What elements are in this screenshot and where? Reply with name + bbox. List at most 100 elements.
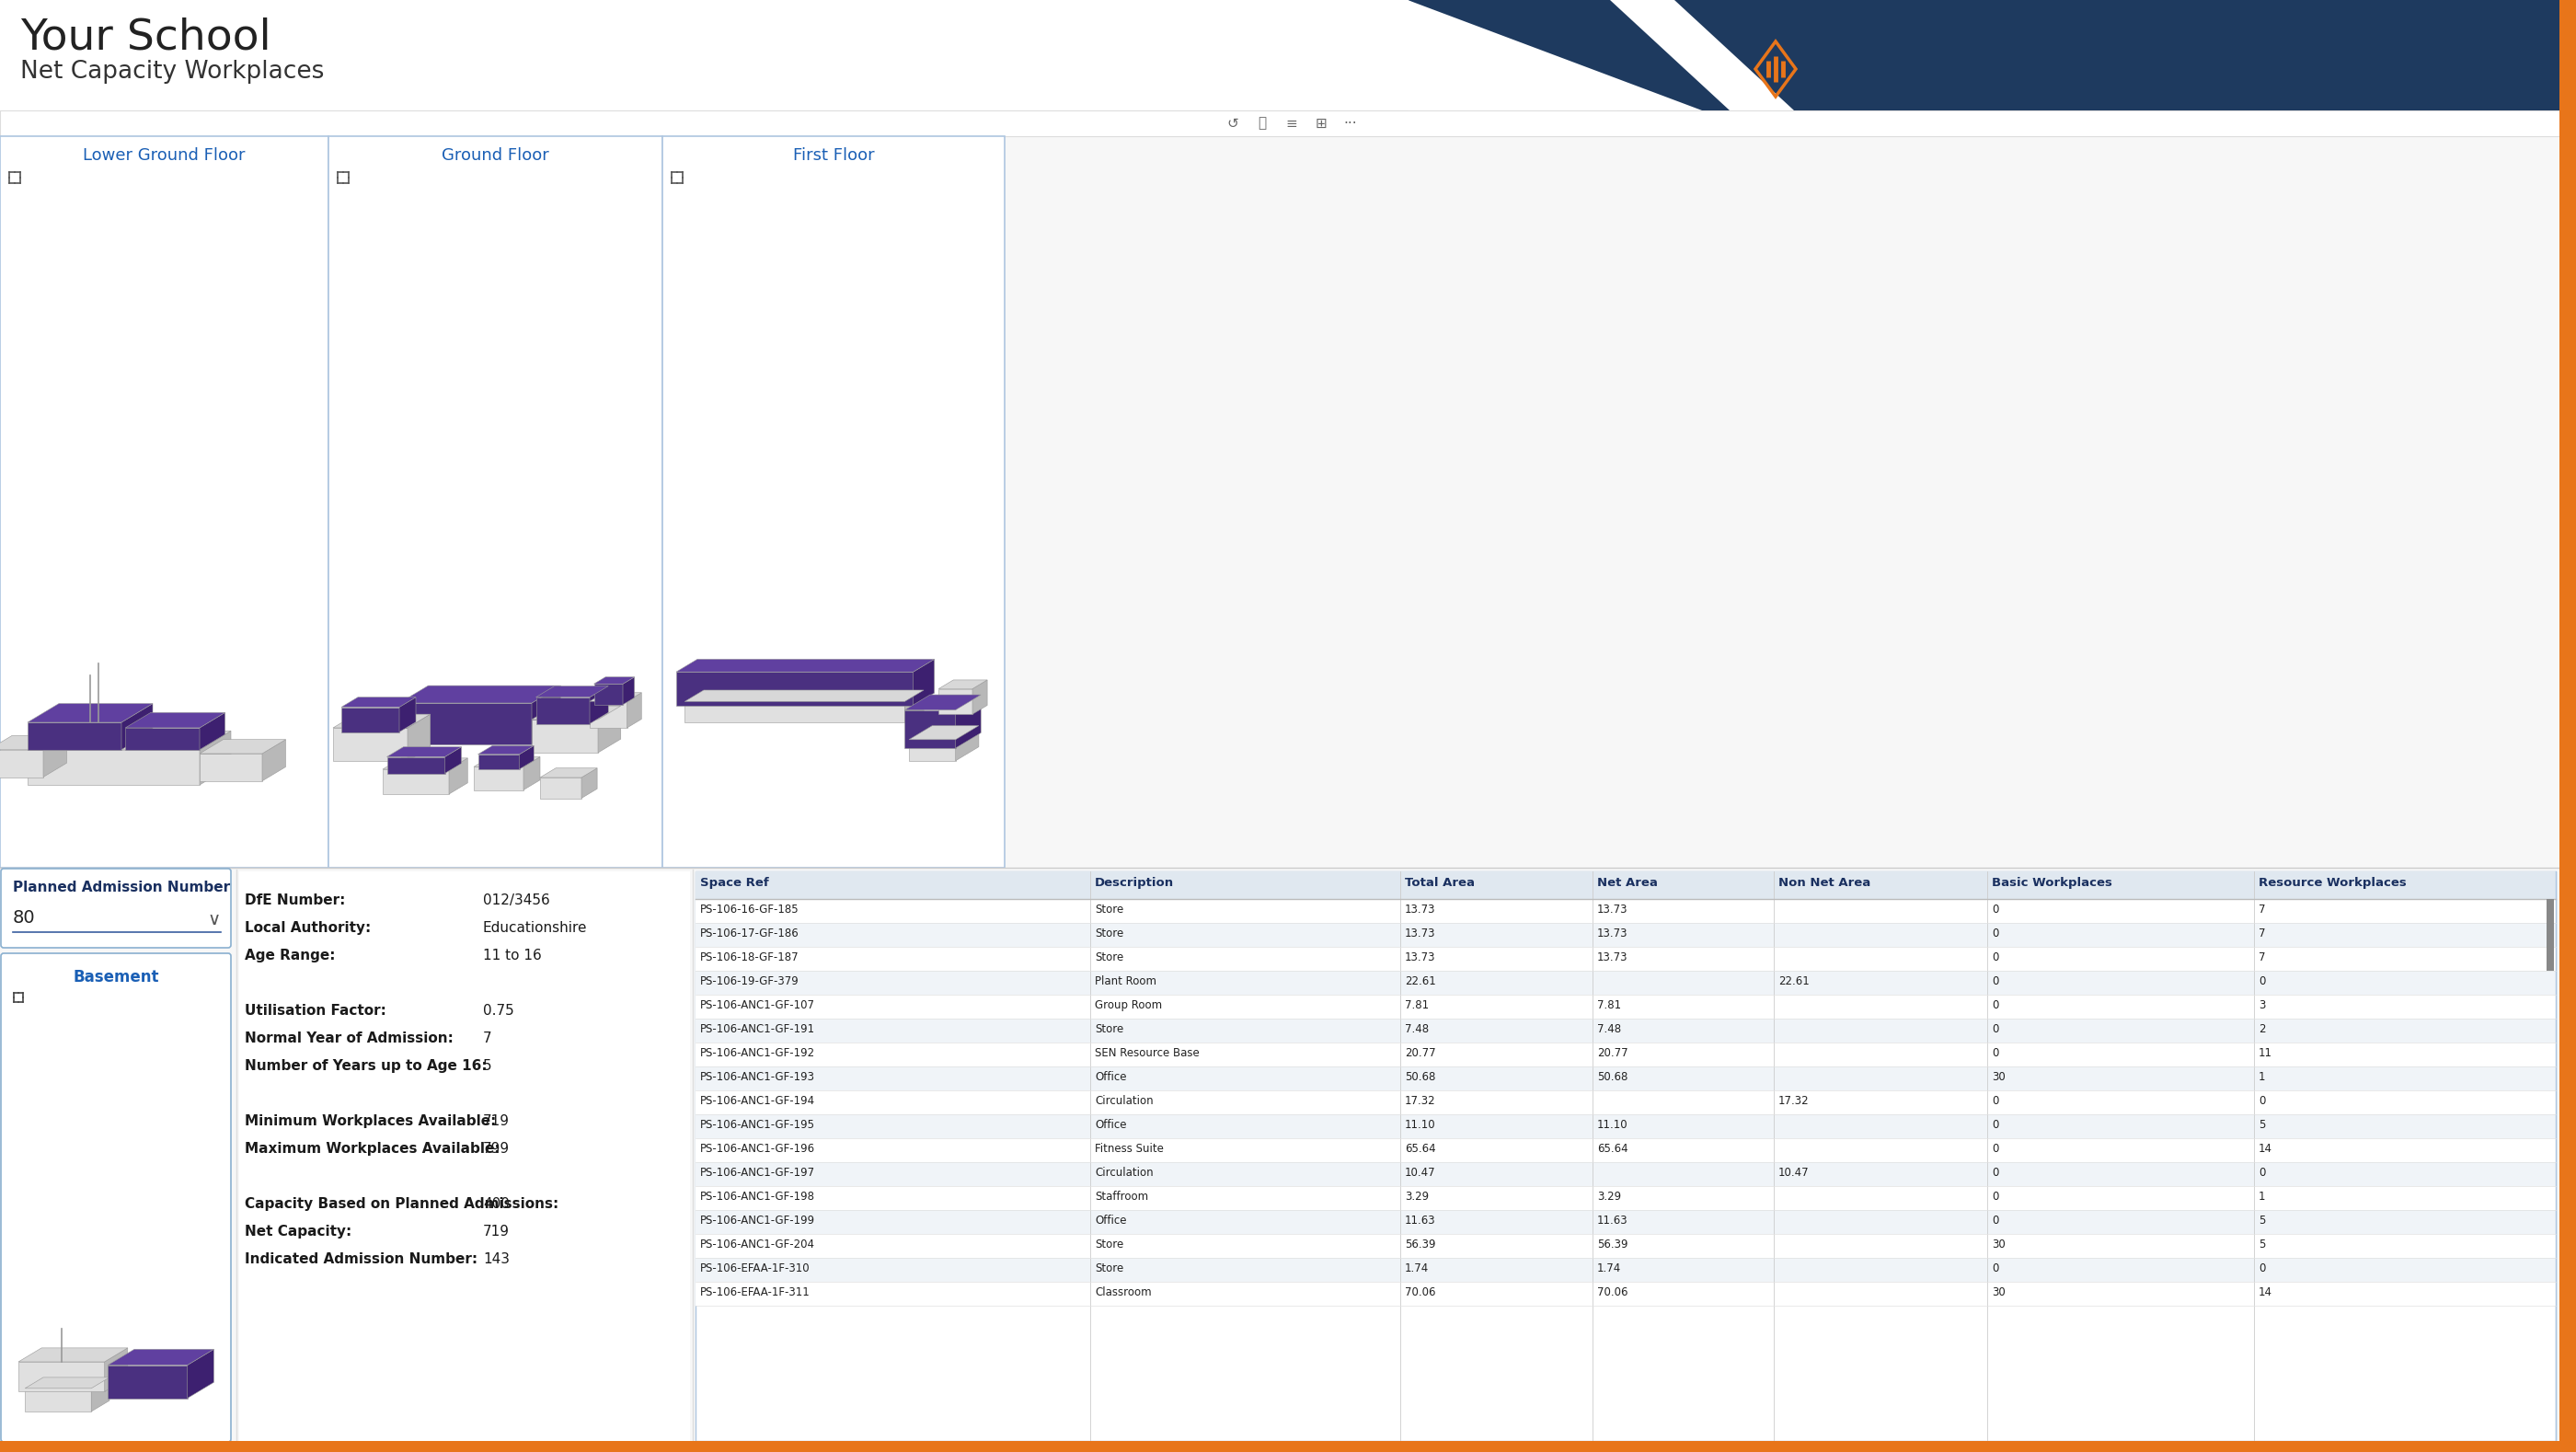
Text: 0: 0 [1991, 976, 1999, 987]
Text: ⎘: ⎘ [1257, 116, 1267, 131]
Text: PS-106-ANC1-GF-199: PS-106-ANC1-GF-199 [701, 1215, 814, 1227]
Polygon shape [384, 770, 448, 794]
Text: 0: 0 [2259, 1167, 2264, 1179]
Text: Indicated Admission Number:: Indicated Admission Number: [245, 1252, 477, 1266]
Text: Description: Description [1095, 877, 1175, 889]
Text: Basic Workplaces: Basic Workplaces [1991, 877, 2112, 889]
Text: 7: 7 [2259, 951, 2264, 963]
Text: 11: 11 [2259, 1047, 2272, 1059]
Text: Circulation: Circulation [1095, 1095, 1154, 1106]
Text: Classroom: Classroom [1095, 1286, 1151, 1298]
Text: 11.63: 11.63 [1597, 1215, 1628, 1227]
Text: 3.29: 3.29 [1404, 1191, 1430, 1202]
Polygon shape [108, 1349, 214, 1365]
Polygon shape [909, 739, 956, 761]
Polygon shape [904, 690, 925, 723]
Text: 7: 7 [2259, 903, 2264, 916]
Text: Normal Year of Admission:: Normal Year of Admission: [245, 1031, 453, 1045]
Text: 13.73: 13.73 [1404, 951, 1435, 963]
Text: Store: Store [1095, 1024, 1123, 1035]
Text: 0: 0 [1991, 903, 1999, 916]
Polygon shape [399, 685, 562, 703]
Polygon shape [263, 739, 286, 781]
Polygon shape [523, 756, 541, 790]
FancyBboxPatch shape [2561, 0, 2576, 1452]
Text: Planned Admission Number: Planned Admission Number [13, 880, 229, 894]
Text: Store: Store [1095, 903, 1123, 916]
Text: Net Area: Net Area [1597, 877, 1659, 889]
Text: 65.64: 65.64 [1404, 1143, 1435, 1154]
FancyBboxPatch shape [696, 871, 2555, 1440]
Text: 22.61: 22.61 [1777, 976, 1808, 987]
FancyBboxPatch shape [2548, 899, 2553, 971]
Text: 3: 3 [2259, 999, 2264, 1011]
Text: 14: 14 [2259, 1143, 2272, 1154]
Polygon shape [201, 739, 286, 754]
Polygon shape [974, 680, 987, 714]
Polygon shape [536, 697, 590, 723]
FancyBboxPatch shape [0, 0, 2576, 110]
Text: Net Capacity:: Net Capacity: [245, 1224, 353, 1239]
Text: PS-106-ANC1-GF-198: PS-106-ANC1-GF-198 [701, 1191, 814, 1202]
Polygon shape [685, 690, 925, 701]
Polygon shape [531, 720, 598, 752]
Polygon shape [18, 1347, 129, 1362]
Text: 0: 0 [1991, 1047, 1999, 1059]
Text: 11 to 16: 11 to 16 [484, 948, 541, 963]
Text: Plant Room: Plant Room [1095, 976, 1157, 987]
Text: 30: 30 [1991, 1072, 2004, 1083]
Text: 17.32: 17.32 [1777, 1095, 1808, 1106]
Polygon shape [26, 1378, 108, 1388]
Text: SEN Resource Base: SEN Resource Base [1095, 1047, 1200, 1059]
Text: PS-106-EFAA-1F-311: PS-106-EFAA-1F-311 [701, 1286, 811, 1298]
Text: PS-106-18-GF-187: PS-106-18-GF-187 [701, 951, 799, 963]
Polygon shape [188, 1349, 214, 1398]
Text: PS-106-ANC1-GF-191: PS-106-ANC1-GF-191 [701, 1024, 814, 1035]
Polygon shape [121, 704, 152, 749]
Polygon shape [675, 672, 912, 706]
FancyBboxPatch shape [0, 110, 2576, 136]
Text: 50.68: 50.68 [1597, 1072, 1628, 1083]
FancyBboxPatch shape [0, 868, 232, 948]
Text: PS-106-16-GF-185: PS-106-16-GF-185 [701, 903, 799, 916]
FancyBboxPatch shape [696, 1257, 2555, 1282]
Polygon shape [399, 703, 531, 745]
Polygon shape [44, 736, 67, 777]
Text: 7: 7 [2259, 928, 2264, 939]
Text: 7.81: 7.81 [1597, 999, 1620, 1011]
Polygon shape [126, 727, 201, 749]
Text: 0: 0 [2259, 1262, 2264, 1275]
Polygon shape [0, 736, 67, 749]
Text: 2: 2 [2259, 1024, 2264, 1035]
Text: ∨: ∨ [209, 910, 222, 928]
Polygon shape [938, 688, 974, 714]
Text: 0.75: 0.75 [484, 1003, 515, 1018]
Polygon shape [340, 707, 399, 732]
Polygon shape [407, 714, 430, 761]
Text: Office: Office [1095, 1072, 1126, 1083]
Polygon shape [536, 685, 608, 697]
Text: 0: 0 [1991, 999, 1999, 1011]
FancyBboxPatch shape [696, 1210, 2555, 1234]
Text: 5: 5 [2259, 1215, 2264, 1227]
Text: Non Net Area: Non Net Area [1777, 877, 1870, 889]
Text: 11.63: 11.63 [1404, 1215, 1435, 1227]
Text: 0: 0 [1991, 1143, 1999, 1154]
Text: School: School [1808, 46, 1937, 81]
Text: Space Ref: Space Ref [701, 877, 768, 889]
Text: PS-106-19-GF-379: PS-106-19-GF-379 [701, 976, 799, 987]
Polygon shape [474, 756, 541, 767]
Text: 1.74: 1.74 [1404, 1262, 1430, 1275]
Text: 13.73: 13.73 [1404, 928, 1435, 939]
Polygon shape [590, 693, 641, 701]
Text: 56.39: 56.39 [1597, 1239, 1628, 1250]
Text: PS-106-EFAA-1F-310: PS-106-EFAA-1F-310 [701, 1262, 811, 1275]
Text: 70.06: 70.06 [1404, 1286, 1435, 1298]
Polygon shape [595, 684, 623, 704]
Text: 1: 1 [2259, 1191, 2264, 1202]
Text: 7.48: 7.48 [1404, 1024, 1430, 1035]
Polygon shape [1406, 0, 1620, 110]
FancyBboxPatch shape [696, 947, 2555, 971]
Text: 0: 0 [1991, 1167, 1999, 1179]
FancyBboxPatch shape [696, 899, 2555, 923]
